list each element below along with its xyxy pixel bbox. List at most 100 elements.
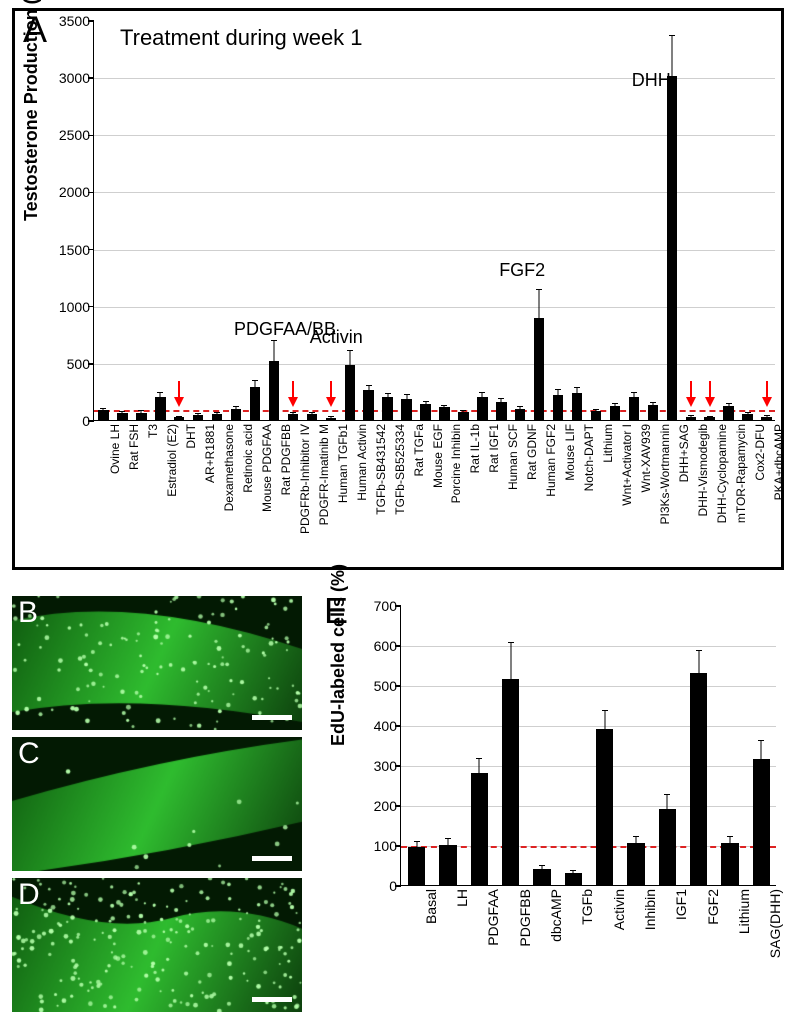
xtick-label: DHT	[184, 424, 198, 449]
panel-e: E EdU-labeled cells (%) 0100200300400500…	[318, 596, 784, 1013]
xtick-label: Lithium	[736, 889, 752, 934]
bar	[553, 395, 563, 420]
down-arrow-icon	[288, 381, 298, 407]
bar	[596, 729, 613, 885]
xtick-label: Mouse PDGFAA	[260, 424, 274, 512]
bar	[659, 809, 676, 885]
bar	[231, 409, 241, 420]
ytick-label: 1000	[59, 299, 90, 315]
scalebar-icon	[252, 856, 292, 861]
bar	[761, 417, 771, 420]
bar	[753, 759, 770, 885]
bar	[345, 365, 355, 420]
xtick-label: Activin	[611, 889, 627, 930]
xtick-label: Rat FSH	[127, 424, 141, 470]
bar	[742, 414, 752, 420]
panel-c-micrograph: C	[12, 737, 302, 871]
xtick-label: Cox2-DFU	[753, 424, 767, 481]
bar	[515, 409, 525, 420]
panel-e-ylabel: EdU-labeled cells (%)	[328, 564, 349, 746]
ytick-label: 0	[389, 878, 397, 894]
xtick-label: TGFb-SB431542	[374, 424, 388, 515]
xtick-label: IGF1	[673, 889, 689, 920]
xtick-label: Human TGFb1	[336, 424, 350, 503]
xtick-label: FGF2	[705, 889, 721, 925]
bar	[174, 417, 184, 420]
bar	[686, 417, 696, 420]
xtick-label: PI3Ks-Wortmannin	[658, 424, 672, 524]
bar	[401, 399, 411, 420]
xtick-label: T3	[146, 424, 160, 438]
chart-annotation: Activin	[310, 327, 363, 348]
xtick-label: SAG(DHH)	[767, 889, 783, 958]
ytick-label: 700	[374, 598, 397, 614]
xtick-label: Mouse LIF	[563, 424, 577, 481]
bar	[250, 387, 260, 420]
chart-annotation: FGF2	[499, 260, 545, 281]
ytick-label: 500	[374, 678, 397, 694]
bar	[648, 405, 658, 420]
xtick-label: TGFb-SB525334	[393, 424, 407, 515]
down-arrow-icon	[326, 381, 336, 407]
ytick-label: 3000	[59, 70, 90, 86]
bar	[408, 847, 425, 885]
xtick-label: Wnt-XAV939	[639, 424, 653, 492]
bar	[382, 397, 392, 420]
xtick-label: DHH-Vismodegib	[696, 424, 710, 516]
ytick-label: 1500	[59, 242, 90, 258]
xtick-label: Ovine LH	[108, 424, 122, 474]
ytick-label: 200	[374, 798, 397, 814]
chart-annotation: DHH	[632, 70, 671, 91]
bar	[477, 397, 487, 420]
panel-c-label: C	[18, 737, 40, 771]
xtick-label: Estradiol (E2)	[165, 424, 179, 497]
bar	[212, 414, 222, 420]
xtick-label: Rat PDGFBB	[279, 424, 293, 495]
bar	[363, 390, 373, 420]
bar	[288, 414, 298, 420]
bar	[565, 873, 582, 885]
panel-b-micrograph: B	[12, 596, 302, 730]
panel-b-label: B	[18, 596, 38, 630]
bar	[572, 393, 582, 420]
ytick-label: 2500	[59, 127, 90, 143]
down-arrow-icon	[174, 381, 184, 407]
panel-a: A Treatment during week 1 Testosterone P…	[12, 8, 784, 570]
scalebar-icon	[252, 997, 292, 1002]
chart-a-plot-area: 0500100015002000250030003500Ovine LHRat …	[93, 21, 775, 421]
xtick-label: PDGFRb-Inhibitor IV	[298, 424, 312, 534]
down-arrow-icon	[705, 381, 715, 407]
xtick-label: Retinoic acid	[241, 424, 255, 493]
ytick-label: 0	[82, 413, 90, 429]
xtick-label: LH	[454, 889, 470, 907]
xtick-label: dbcAMP	[548, 889, 564, 942]
xtick-label: mTOR-Rapamycin	[734, 424, 748, 523]
bar	[610, 406, 620, 420]
xtick-label: PKA+dbcAMP	[772, 424, 786, 500]
xtick-label: Rat IL-1b	[468, 424, 482, 473]
down-arrow-icon	[762, 381, 772, 407]
bar	[420, 404, 430, 420]
bar	[458, 412, 468, 420]
xtick-label: Human Activin	[355, 424, 369, 501]
xtick-label: Wnt+Activator I	[620, 424, 634, 506]
ytick-label: 2000	[59, 184, 90, 200]
xtick-label: Human SCF	[506, 424, 520, 490]
ytick-label: 600	[374, 638, 397, 654]
bar	[721, 843, 738, 885]
xtick-label: Porcine Inhibin	[449, 424, 463, 503]
bar	[471, 773, 488, 885]
bar	[533, 869, 550, 885]
ytick-label: 500	[67, 356, 90, 372]
ytick-label: 100	[374, 838, 397, 854]
chart-e-plot-area: 0100200300400500600700BasalLHPDGFAAPDGFB…	[400, 606, 776, 886]
xtick-label: Rat GDNF	[525, 424, 539, 480]
scalebar-icon	[252, 715, 292, 720]
bar	[667, 76, 677, 420]
bar	[591, 411, 601, 420]
bar	[502, 679, 519, 885]
panel-a-ylabel: Testosterone Production (%)	[21, 0, 42, 221]
xtick-label: Lithium	[601, 424, 615, 463]
xtick-label: Rat IGF1	[487, 424, 501, 473]
bar	[193, 415, 203, 420]
